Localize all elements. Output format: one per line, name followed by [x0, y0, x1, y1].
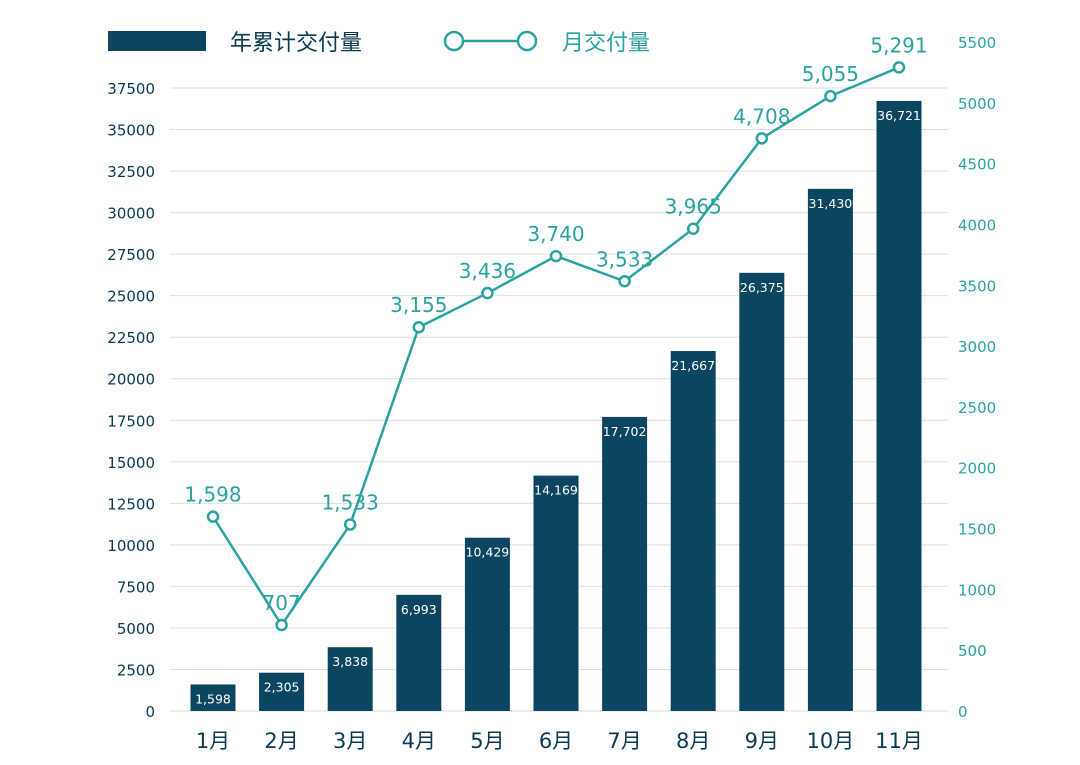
bar-data-label: 3,838 — [332, 654, 368, 669]
line-point — [412, 320, 426, 334]
x-axis-tick-label: 10月 — [807, 729, 855, 753]
line-point — [206, 510, 220, 523]
line-data-label: 3,155 — [390, 293, 447, 317]
bar — [602, 416, 648, 711]
bar — [464, 537, 510, 711]
line-data-label: 1,533 — [322, 491, 379, 515]
line-point — [755, 132, 769, 145]
right-axis-tick-label: 2500 — [958, 399, 996, 417]
bar-data-label: 14,169 — [534, 483, 578, 498]
x-axis-tick-label: 3月 — [333, 729, 367, 753]
left-axis-tick-label: 30000 — [107, 205, 155, 223]
line-series: 1,598 707 1,533 3,155 3,436 3,740 3,533 3,965 4,… — [184, 33, 928, 632]
line-point — [892, 61, 906, 74]
line-point — [343, 518, 357, 531]
left-axis-tick-label: 0 — [145, 703, 155, 721]
bar-data-label: 1,598 — [195, 691, 231, 706]
right-axis-tick-label: 5000 — [958, 95, 996, 113]
x-axis-tick-label: 1月 — [196, 729, 230, 753]
x-axis-tick-label: 6月 — [539, 729, 573, 753]
left-axis-tick-label: 17500 — [107, 412, 155, 430]
line-point — [275, 618, 288, 632]
legend-line-label: 月交付量 — [562, 31, 650, 56]
x-axis-tick-label: 4月 — [402, 729, 436, 753]
legend-line-marker — [443, 30, 465, 52]
line-data-label: 5,055 — [802, 62, 859, 86]
x-axis-tick-label: 7月 — [607, 729, 641, 753]
x-axis-tick-label: 5月 — [470, 729, 504, 753]
bar — [876, 100, 922, 712]
left-axis-tick-label: 20000 — [107, 371, 155, 389]
left-axis-tick-label: 15000 — [107, 454, 155, 472]
x-axis-tick-label: 11月 — [875, 729, 923, 753]
left-axis-tick-label: 7500 — [117, 578, 155, 596]
left-axis-tick-label: 32500 — [107, 163, 155, 181]
line-data-label: 3,533 — [596, 247, 653, 271]
right-axis-tick-label: 4000 — [958, 216, 996, 234]
right-axis-tick-label: 0 — [958, 703, 968, 721]
legend-bar-label: 年累计交付量 — [230, 31, 362, 56]
line-point — [549, 249, 563, 263]
legend: 年累计交付量 月交付量 — [108, 30, 650, 56]
line-point — [481, 286, 494, 300]
line-point — [686, 222, 700, 235]
left-axis-tick-label: 12500 — [107, 495, 155, 513]
right-axis-tick-label: 5500 — [958, 34, 996, 52]
bar-data-label: 2,305 — [264, 680, 300, 695]
bar — [327, 647, 373, 711]
right-axis-tick-label: 500 — [958, 642, 987, 660]
bar — [259, 672, 305, 711]
bar — [190, 684, 236, 711]
bar — [739, 272, 785, 711]
right-axis-tick-label: 1000 — [958, 581, 996, 599]
bar-data-label: 21,667 — [671, 358, 715, 373]
bar — [670, 351, 716, 711]
left-axis-tick-label: 10000 — [107, 537, 155, 555]
left-axis-tick-label: 5000 — [117, 620, 155, 638]
line-data-label: 3,436 — [459, 259, 516, 283]
legend-bar-swatch — [108, 31, 206, 51]
bar-data-label: 36,721 — [877, 108, 921, 123]
left-axis-tick-label: 37500 — [107, 80, 155, 98]
line-point — [824, 89, 837, 103]
bar — [807, 188, 853, 712]
left-axis-tick-label: 2500 — [117, 661, 155, 679]
x-axis-tick-label: 8月 — [676, 729, 710, 753]
x-axis: 1月 2月 3月 4月 5月 6月 7月 8月 9月 10月 11月 — [196, 729, 923, 753]
left-axis-tick-label: 27500 — [107, 246, 155, 264]
right-axis-tick-label: 3500 — [958, 277, 996, 295]
bar — [396, 594, 442, 711]
left-y-axis: 0 2500 5000 7500 10000 12500 15000 17500 20000 22… — [107, 80, 155, 721]
x-axis-tick-label: 2月 — [264, 729, 298, 753]
right-axis-tick-label: 1500 — [958, 521, 996, 539]
bar-data-label: 6,993 — [401, 602, 437, 617]
legend-line-marker — [516, 30, 538, 52]
bar-data-label: 26,375 — [740, 280, 784, 295]
bar-data-label: 10,429 — [466, 545, 510, 560]
bar-data-label: 31,430 — [809, 196, 853, 211]
line-data-label: 707 — [263, 591, 301, 615]
x-axis-tick-label: 9月 — [745, 729, 779, 753]
line-data-label: 4,708 — [733, 104, 790, 128]
left-axis-tick-label: 35000 — [107, 122, 155, 140]
bar-series: 1,598 2,305 3,838 6,993 10,429 14,169 17,702 21… — [190, 100, 922, 712]
right-axis-tick-label: 4500 — [958, 156, 996, 174]
line-data-label: 3,740 — [527, 222, 584, 246]
line-data-label: 5,291 — [870, 33, 927, 57]
left-axis-tick-label: 25000 — [107, 288, 155, 306]
line-point — [618, 275, 631, 288]
left-axis-tick-label: 22500 — [107, 329, 155, 347]
right-y-axis: 0 500 1000 1500 2000 2500 3000 3500 4000 4500 5000… — [958, 34, 996, 721]
bar — [533, 475, 579, 711]
bar-data-label: 17,702 — [603, 424, 647, 439]
right-axis-tick-label: 3000 — [958, 338, 996, 356]
line-data-label: 1,598 — [184, 483, 241, 507]
right-axis-tick-label: 2000 — [958, 460, 996, 478]
line-data-label: 3,965 — [665, 195, 722, 219]
